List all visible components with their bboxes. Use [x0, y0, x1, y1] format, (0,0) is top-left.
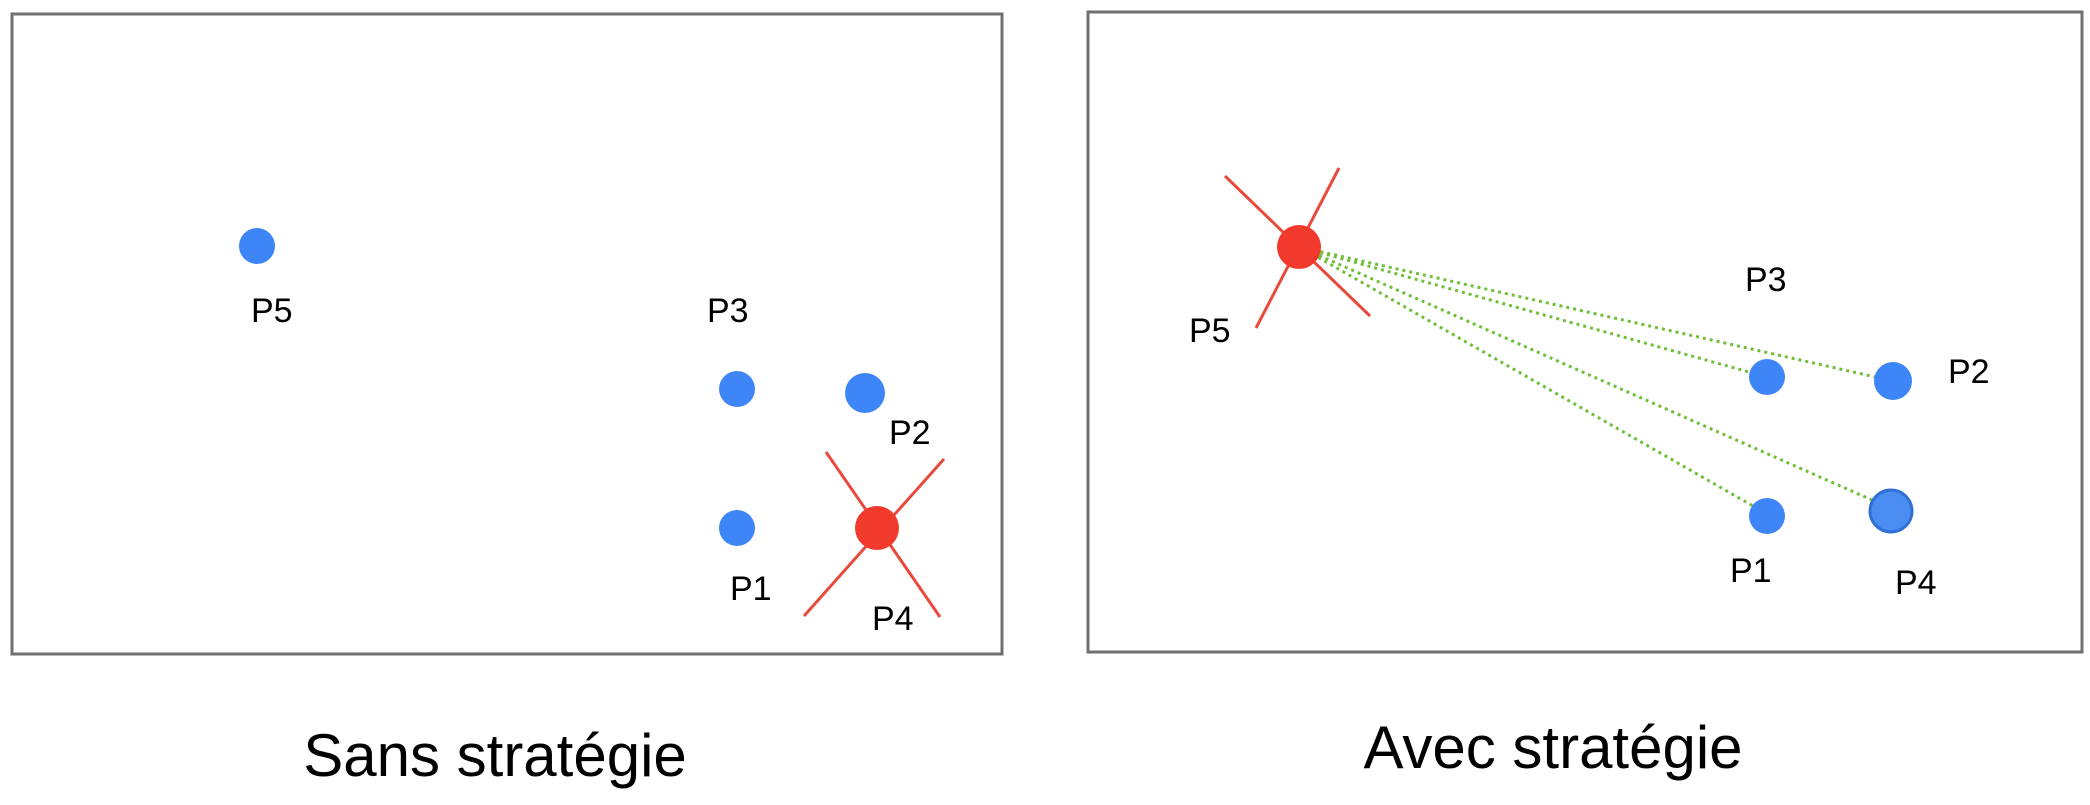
point-p3: [719, 371, 755, 407]
label-p1: P1: [730, 570, 772, 608]
label-p3: P3: [707, 292, 749, 330]
link-p5-p4: [1299, 245, 1891, 510]
panel-frame: [10, 12, 1004, 656]
link-lines: [1299, 245, 1894, 516]
point-p4-target: [855, 506, 899, 550]
link-p5-p3: [1299, 245, 1768, 379]
label-p4: P4: [872, 600, 914, 638]
link-p5-p2: [1299, 245, 1894, 383]
point-p2: [845, 373, 885, 413]
point-p3: [1749, 359, 1785, 395]
caption-avec-strategie: Avec stratégie: [1363, 714, 1742, 781]
panel-frame: [1086, 10, 2084, 654]
label-p3: P3: [1745, 261, 1787, 299]
point-p1: [719, 510, 755, 546]
label-p5: P5: [251, 292, 293, 330]
point-p2: [1874, 362, 1912, 400]
label-p4: P4: [1895, 564, 1937, 602]
point-p4: [1868, 488, 1914, 534]
panel-sans-strategie: P5 P3 P2 P1 P4: [10, 12, 1004, 656]
caption-sans-strategie: Sans stratégie: [303, 722, 687, 789]
point-p1: [1749, 498, 1785, 534]
panel-avec-strategie: P5 P3 P2 P1 P4: [1086, 10, 2084, 654]
label-p1: P1: [1730, 552, 1772, 590]
label-p2: P2: [889, 414, 931, 452]
link-p5-p1: [1299, 245, 1768, 516]
label-p2: P2: [1948, 353, 1990, 391]
point-p5: [239, 228, 275, 264]
label-p5: P5: [1189, 312, 1231, 350]
point-p5-target: [1277, 225, 1321, 269]
